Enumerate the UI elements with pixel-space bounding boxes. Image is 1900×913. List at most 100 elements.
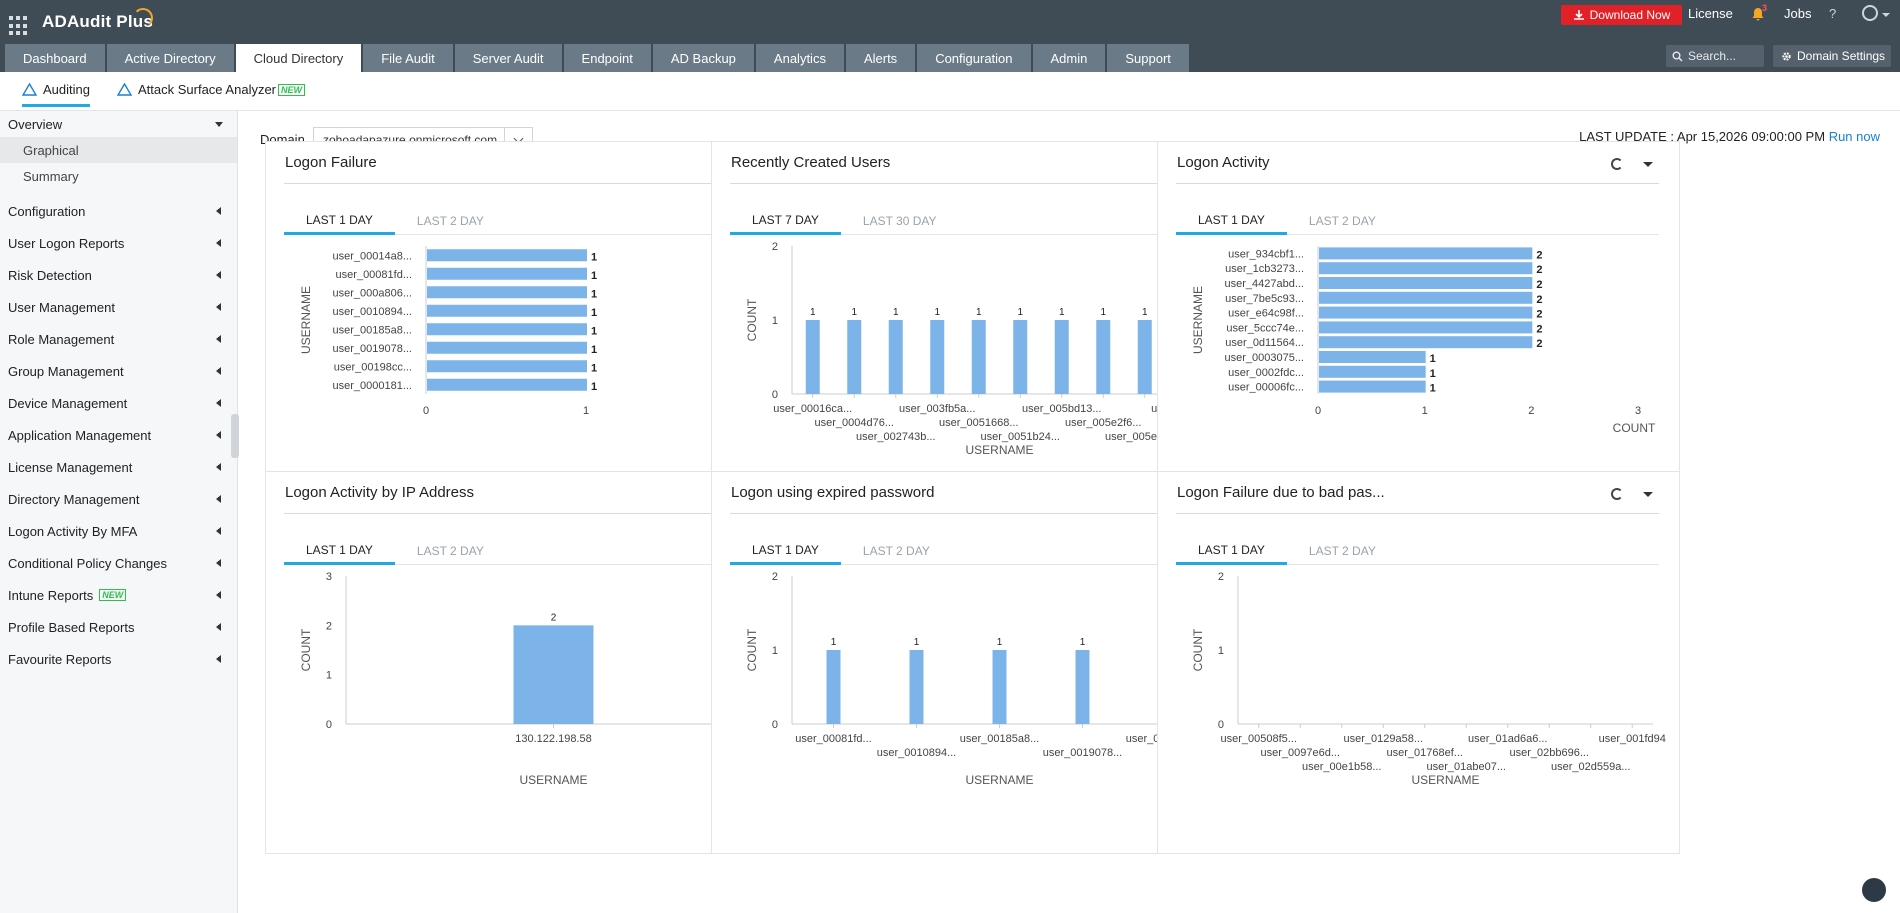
domain-settings-label: Domain Settings: [1797, 49, 1886, 63]
bar[interactable]: [427, 378, 587, 391]
widget-period-tab[interactable]: LAST 1 DAY: [284, 537, 395, 565]
x-category-label: user_005e2f6...: [1065, 417, 1141, 429]
sidebar-item-configuration[interactable]: Configuration: [0, 195, 237, 227]
sidebar-item-conditional-policy-changes[interactable]: Conditional Policy Changes: [0, 547, 237, 579]
sidebar-item-logon-activity-by-mfa[interactable]: Logon Activity By MFA: [0, 515, 237, 547]
subnav-auditing[interactable]: Auditing: [22, 82, 90, 107]
bar[interactable]: [909, 650, 924, 724]
sidebar-item-summary[interactable]: Summary: [23, 168, 79, 184]
tab-ad-backup[interactable]: AD Backup: [652, 44, 754, 72]
help-link[interactable]: ?: [1829, 6, 1837, 21]
sidebar-item-application-management[interactable]: Application Management: [0, 419, 237, 451]
bar[interactable]: [1096, 320, 1111, 394]
refresh-icon[interactable]: [1611, 488, 1623, 500]
sidebar-item-device-management[interactable]: Device Management: [0, 387, 237, 419]
tab-support[interactable]: Support: [1107, 44, 1189, 72]
tab-configuration[interactable]: Configuration: [917, 44, 1031, 72]
sidebar-item-user-logon-reports[interactable]: User Logon Reports: [0, 227, 237, 259]
data-label: 1: [851, 307, 857, 318]
bar[interactable]: [427, 360, 587, 373]
global-search-input[interactable]: Search...: [1666, 45, 1764, 67]
tab-file-audit[interactable]: File Audit: [363, 44, 453, 72]
sidebar-item-role-management[interactable]: Role Management: [0, 323, 237, 355]
bar[interactable]: [1319, 306, 1533, 319]
sidebar-item-profile-based-reports[interactable]: Profile Based Reports: [0, 611, 237, 643]
bar[interactable]: [1075, 650, 1090, 724]
sidebar-item-group-management[interactable]: Group Management: [0, 355, 237, 387]
bar[interactable]: [888, 320, 903, 394]
widget-menu-caret-icon[interactable]: [1643, 492, 1653, 497]
domain-settings-button[interactable]: Domain Settings: [1773, 45, 1891, 67]
widget-period-tab[interactable]: LAST 2 DAY: [1308, 214, 1376, 228]
run-now-link[interactable]: Run now: [1828, 129, 1880, 144]
widget-period-tab[interactable]: LAST 1 DAY: [1176, 207, 1287, 235]
tab-server-audit[interactable]: Server Audit: [454, 44, 562, 72]
sidebar-item-risk-detection[interactable]: Risk Detection: [0, 259, 237, 291]
bar[interactable]: [427, 323, 587, 336]
widget-period-tab[interactable]: LAST 2 DAY: [1308, 544, 1376, 558]
bar[interactable]: [1319, 291, 1533, 304]
chat-icon[interactable]: [1862, 878, 1886, 902]
widget-period-tab[interactable]: LAST 7 DAY: [730, 207, 841, 235]
widget-menu-caret-icon[interactable]: [1643, 162, 1653, 167]
apps-grid-icon[interactable]: [9, 16, 29, 36]
tab-endpoint[interactable]: Endpoint: [563, 44, 651, 72]
bar[interactable]: [427, 267, 587, 280]
widget-period-tab[interactable]: LAST 2 DAY: [862, 544, 930, 558]
bar[interactable]: [805, 320, 820, 394]
sidebar-collapse-handle[interactable]: [231, 414, 239, 458]
bar[interactable]: [971, 320, 986, 394]
user-avatar-icon[interactable]: [1862, 5, 1878, 21]
sidebar-item-directory-management[interactable]: Directory Management: [0, 483, 237, 515]
sidebar-item-favourite-reports[interactable]: Favourite Reports: [0, 643, 237, 675]
bar[interactable]: [1319, 277, 1533, 289]
sidebar-item-license-management[interactable]: License Management: [0, 451, 237, 483]
bar[interactable]: [1319, 262, 1533, 275]
bell-icon[interactable]: [1750, 6, 1766, 22]
widget-period-tab[interactable]: LAST 2 DAY: [416, 544, 484, 558]
tab-cloud-directory[interactable]: Cloud Directory: [235, 44, 362, 72]
download-now-button[interactable]: Download Now: [1561, 5, 1682, 25]
widget-period-tab[interactable]: LAST 1 DAY: [1176, 537, 1287, 565]
subnav-attack-surface[interactable]: Attack Surface Analyzer NEW: [117, 82, 306, 97]
bar[interactable]: [992, 650, 1007, 724]
bar[interactable]: [1319, 336, 1533, 349]
widget-period-tabs: LAST 1 DAY LAST 2 DAY: [284, 537, 767, 565]
refresh-icon[interactable]: [1611, 158, 1623, 170]
bar[interactable]: [1319, 351, 1426, 363]
sidebar-item-overview[interactable]: Overview: [0, 111, 237, 137]
bar[interactable]: [826, 650, 841, 724]
data-label: 2: [1536, 323, 1542, 335]
sidebar-item-graphical[interactable]: Graphical: [0, 137, 237, 163]
bar[interactable]: [1319, 365, 1426, 378]
bar[interactable]: [847, 320, 862, 394]
widget-period-tab[interactable]: LAST 30 DAY: [862, 214, 937, 228]
bar[interactable]: [427, 249, 587, 262]
bar[interactable]: [427, 304, 587, 317]
bar[interactable]: [930, 320, 945, 394]
sidebar-item-intune-reports[interactable]: Intune Reports NEW: [0, 579, 237, 611]
x-tick-label: 0: [423, 405, 429, 417]
sidebar-item-user-management[interactable]: User Management: [0, 291, 237, 323]
bar[interactable]: [427, 341, 587, 354]
jobs-link[interactable]: Jobs: [1784, 6, 1812, 21]
tab-active-directory[interactable]: Active Directory: [106, 44, 234, 72]
user-menu-caret-icon[interactable]: [1882, 13, 1890, 17]
tab-analytics[interactable]: Analytics: [755, 44, 844, 72]
tab-admin[interactable]: Admin: [1032, 44, 1106, 72]
tab-dashboard[interactable]: Dashboard: [5, 44, 105, 72]
bar[interactable]: [513, 625, 594, 724]
bar[interactable]: [1319, 247, 1533, 260]
caret-left-icon: [216, 431, 221, 439]
bar[interactable]: [1137, 320, 1152, 394]
bar[interactable]: [1054, 320, 1069, 394]
widget-period-tab[interactable]: LAST 1 DAY: [730, 537, 841, 565]
bar[interactable]: [1319, 321, 1533, 334]
license-link[interactable]: License: [1688, 6, 1733, 21]
bar[interactable]: [1013, 320, 1028, 394]
bar[interactable]: [1319, 380, 1426, 393]
bar[interactable]: [427, 286, 587, 299]
widget-period-tab[interactable]: LAST 1 DAY: [284, 207, 395, 235]
tab-alerts[interactable]: Alerts: [845, 44, 916, 72]
widget-period-tab[interactable]: LAST 2 DAY: [416, 214, 484, 228]
